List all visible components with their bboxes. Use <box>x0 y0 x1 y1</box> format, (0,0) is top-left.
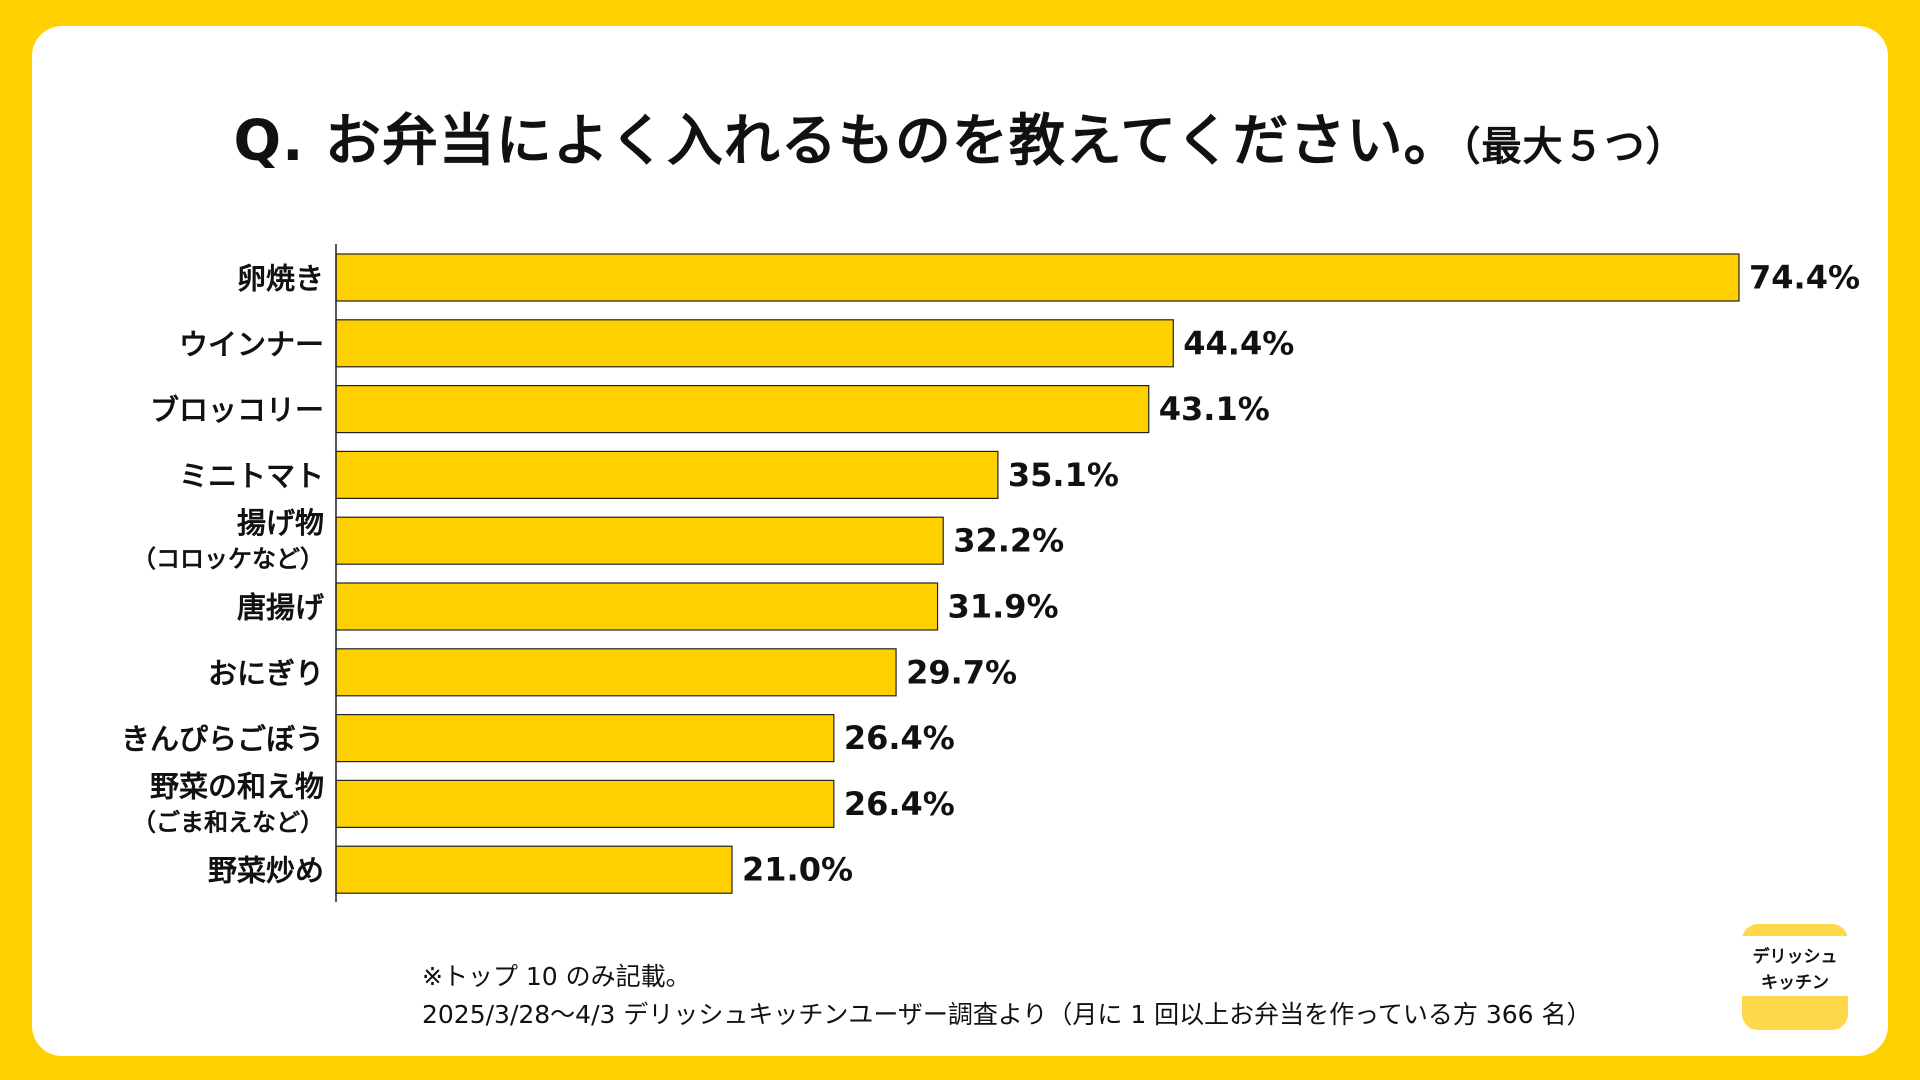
category-label-4: ミニトマト <box>179 459 324 493</box>
category-label-2: ウインナー <box>179 327 324 361</box>
category-label-5: 揚げ物 <box>237 506 324 540</box>
bar-10 <box>335 845 733 894</box>
category-label-6: 唐揚げ <box>237 591 325 625</box>
value-label-2: 44.4% <box>1183 324 1294 362</box>
value-label-3: 43.1% <box>1159 390 1270 428</box>
bar-9 <box>335 779 835 829</box>
title-sub: （最大５つ） <box>1460 124 1687 170</box>
bar-4 <box>335 450 999 499</box>
category-label-1: 卵焼き <box>237 262 324 296</box>
value-label-8: 26.4% <box>844 719 955 757</box>
value-label-6: 31.9% <box>948 588 1059 626</box>
delish-kitchen-logo: デリッシュ キッチン <box>1742 924 1848 1030</box>
category-sublabel-5: （コロッケなど） <box>132 545 324 573</box>
bar-2 <box>335 319 1174 368</box>
footnote-top10: ※トップ 10 のみ記載。 <box>422 962 691 991</box>
logo-text-line2: キッチン <box>1761 973 1829 993</box>
value-label-4: 35.1% <box>1008 456 1119 494</box>
bar-7 <box>335 648 897 697</box>
bar-3 <box>335 385 1150 434</box>
category-label-10: 野菜炒め <box>208 854 324 888</box>
logo-band <box>1742 936 1848 996</box>
bar-6 <box>335 582 939 631</box>
category-label-3: ブロッコリー <box>150 393 324 427</box>
chart-title: Q. お弁当によく入れるものを教えてください。（最大５つ） <box>0 96 1920 177</box>
category-label-9: 野菜の和え物 <box>150 769 324 803</box>
footnote-source: 2025/3/28〜4/3 デリッシュキッチンユーザー調査より（月に 1 回以上… <box>422 1000 1592 1029</box>
value-label-5: 32.2% <box>953 522 1064 560</box>
bar-5 <box>335 516 944 565</box>
title-main: Q. お弁当によく入れるものを教えてください。 <box>233 109 1461 174</box>
category-label-8: きんぴらごぼう <box>121 722 324 756</box>
bar-1 <box>335 253 1740 302</box>
value-label-9: 26.4% <box>844 785 955 823</box>
value-label-7: 29.7% <box>906 653 1017 691</box>
value-label-10: 21.0% <box>742 851 853 889</box>
logo-text-line1: デリッシュ <box>1752 947 1838 967</box>
bar-8 <box>335 713 835 763</box>
value-label-1: 74.4% <box>1749 259 1860 297</box>
footnotes: ※トップ 10 のみ記載。 2025/3/28〜4/3 デリッシュキッチンユーザ… <box>422 958 1592 1034</box>
category-label-7: おにぎり <box>208 656 324 690</box>
category-sublabel-9: （ごま和えなど） <box>132 808 324 836</box>
